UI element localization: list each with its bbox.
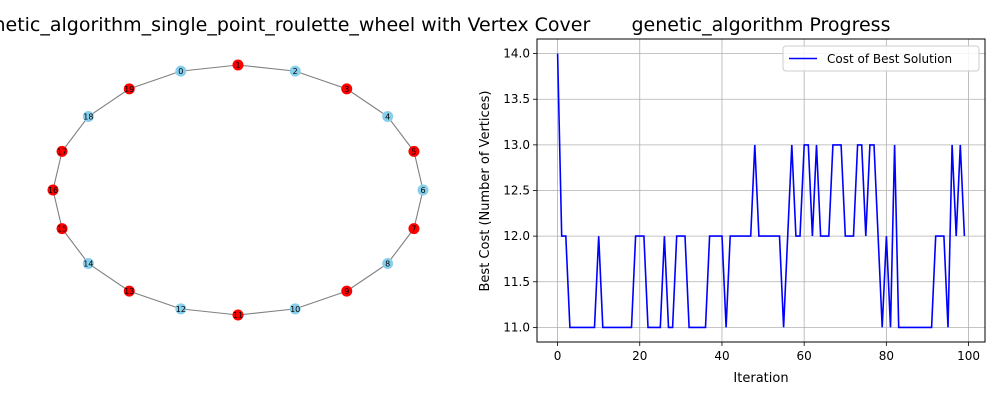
- legend-label: Cost of Best Solution: [827, 52, 952, 66]
- graph-panel: genetic_algorithm_single_point_roulette_…: [0, 14, 590, 321]
- graph-node-label: 8: [385, 259, 390, 268]
- grid: [537, 39, 985, 342]
- graph-node: [123, 285, 135, 297]
- graph-node: [82, 111, 94, 123]
- graph-edge: [61, 228, 89, 264]
- graph-node: [289, 303, 301, 315]
- graph-node: [341, 83, 353, 95]
- graph-node-label: 19: [124, 85, 134, 94]
- x-axis-label: Iteration: [733, 371, 788, 386]
- graph-node-label: 17: [57, 147, 67, 156]
- graph-node-label: 5: [411, 147, 416, 156]
- graph-node-label: 16: [48, 186, 58, 195]
- graph-node-label: 4: [385, 113, 390, 122]
- graph-node: [56, 223, 68, 235]
- y-tick-label: 14.0: [503, 47, 530, 61]
- graph-node: [82, 257, 94, 269]
- graph-node: [56, 145, 68, 157]
- graph-node: [47, 184, 59, 196]
- graph-node-label: 7: [411, 225, 416, 234]
- graph-title: genetic_algorithm_single_point_roulette_…: [0, 14, 590, 36]
- y-tick-label: 13.5: [503, 92, 530, 106]
- progress-panel: genetic_algorithm Progress 0 20 40 60 80 100 …: [478, 14, 986, 386]
- graph-edge: [52, 189, 63, 229]
- graph-edge: [413, 189, 424, 229]
- graph-edge: [180, 308, 239, 316]
- graph-node: [175, 65, 187, 77]
- chart-title: genetic_algorithm Progress: [632, 14, 891, 36]
- graph-edge: [129, 290, 182, 310]
- graph-node-label: 14: [83, 259, 93, 268]
- graph-node: [123, 83, 135, 95]
- graph-node: [382, 111, 394, 123]
- x-ticks: 0 20 40 60 80 100: [554, 342, 980, 363]
- graph-node-label: 13: [124, 287, 134, 296]
- y-ticks: 11.0 11.5 12.0 12.5 13.0 13.5 14.0: [503, 47, 537, 334]
- x-tick-label: 80: [879, 349, 894, 363]
- graph-edge: [346, 263, 388, 292]
- legend-box: [782, 45, 980, 72]
- x-tick-label: 100: [957, 349, 980, 363]
- graph-edge: [387, 228, 415, 264]
- graph-node-label: 10: [290, 305, 300, 314]
- graph-node: [232, 59, 244, 71]
- graph-edge: [61, 116, 89, 152]
- graph-edge: [129, 70, 182, 90]
- x-tick-label: 20: [632, 349, 647, 363]
- graph-edge: [88, 88, 130, 117]
- graph-edge: [88, 263, 130, 292]
- graph-node-label: 9: [344, 287, 349, 296]
- graph-node-label: 18: [83, 113, 93, 122]
- graph-edge: [387, 116, 415, 152]
- graph-edge: [413, 151, 424, 191]
- graph-node-label: 6: [420, 186, 425, 195]
- graph-edge: [294, 290, 347, 310]
- graph-node: [408, 223, 420, 235]
- x-tick-label: 40: [714, 349, 729, 363]
- graph-edge: [237, 64, 296, 72]
- graph-node-label: 15: [57, 225, 67, 234]
- graph-node-label: 2: [293, 67, 298, 76]
- graph-node-label: 0: [178, 67, 183, 76]
- graph-edge: [294, 70, 347, 90]
- graph-node-label: 1: [235, 61, 240, 70]
- y-tick-label: 12.5: [503, 184, 530, 198]
- graph-node-label: 12: [176, 305, 186, 314]
- graph-edge: [180, 64, 239, 72]
- graph-node: [289, 65, 301, 77]
- y-tick-label: 11.5: [503, 275, 530, 289]
- plot-frame: [536, 38, 986, 343]
- graph-node: [341, 285, 353, 297]
- graph-node: [175, 303, 187, 315]
- x-tick-label: 60: [797, 349, 812, 363]
- y-tick-label: 13.0: [503, 138, 530, 152]
- y-tick-label: 12.0: [503, 229, 530, 243]
- y-tick-label: 11.0: [503, 320, 530, 334]
- legend: Cost of Best Solution: [782, 45, 980, 72]
- graph-edge: [237, 308, 296, 316]
- series-line-best-cost: [556, 53, 966, 329]
- graph-edge: [346, 88, 388, 117]
- graph-edges: [52, 64, 424, 316]
- graph-node: [232, 309, 244, 321]
- graph-node-label: 11: [233, 311, 243, 320]
- graph-node: [382, 257, 394, 269]
- y-axis-label: Best Cost (Number of Vertices): [478, 91, 493, 292]
- x-tick-label: 0: [554, 349, 562, 363]
- graph-node: [408, 145, 420, 157]
- graph-node-label: 3: [344, 85, 349, 94]
- graph-node: [417, 184, 429, 196]
- graph-edge: [52, 151, 63, 191]
